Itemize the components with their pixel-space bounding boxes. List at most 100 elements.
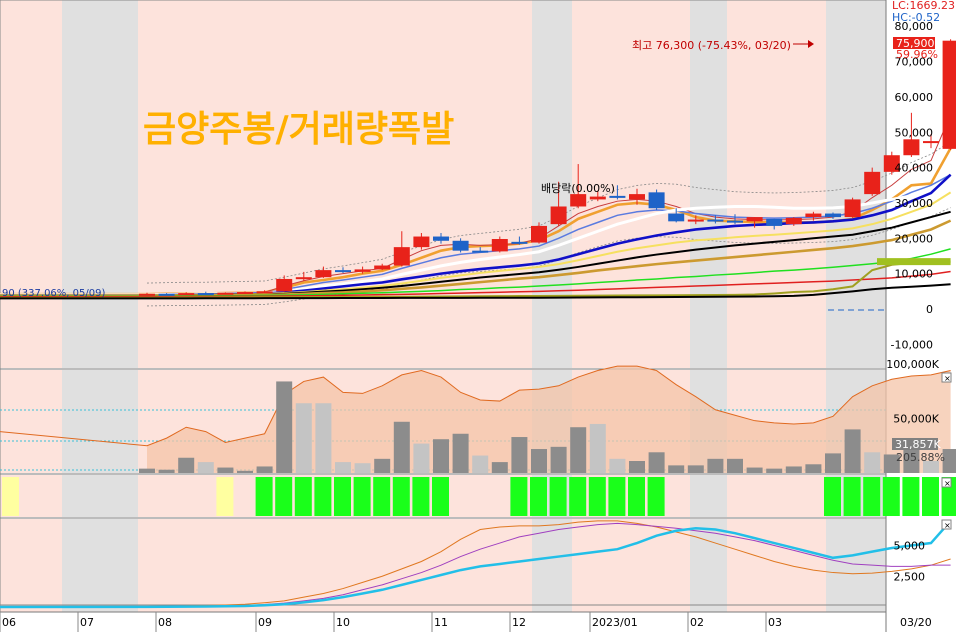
candle-body [354, 269, 371, 272]
candle-body [295, 277, 312, 280]
volume-bar [315, 403, 332, 473]
close-icon: × [944, 374, 951, 383]
date-tick-label: 08 [158, 616, 172, 629]
candle-body [276, 278, 293, 292]
moving-average-line [0, 270, 951, 298]
current-price-label: 75,900 [896, 37, 935, 50]
volume-bar [295, 403, 312, 473]
shade-gray [62, 0, 80, 368]
volume-bar [335, 462, 351, 473]
candle-body [197, 293, 214, 296]
close-button-oscillator[interactable]: × [941, 519, 952, 530]
shade-pink [0, 0, 886, 368]
shade-gray [690, 0, 727, 368]
date-tick-label: 06 [2, 616, 16, 629]
date-tick-label: 02 [690, 616, 704, 629]
date-tick-label: 2023/01 [592, 616, 638, 629]
volume-bar [942, 449, 956, 473]
candle-body [491, 239, 508, 252]
signal-block [647, 477, 665, 516]
date-tick-label: 09 [258, 616, 272, 629]
volume-bar [452, 433, 469, 473]
signal-blocks [2, 477, 956, 516]
signal-block [530, 477, 547, 516]
volume-bar [805, 464, 822, 473]
volume-bar [511, 437, 528, 473]
shade-gray [690, 475, 727, 517]
signal-block [334, 477, 351, 516]
shade-gray [532, 0, 572, 368]
candle-body [511, 241, 528, 244]
candle-body [785, 217, 802, 225]
hc-label: HC:-0.52 [892, 11, 940, 24]
volume-bar [609, 458, 626, 473]
volume-pct-label: 205.88% [896, 451, 945, 464]
candle-body [433, 236, 449, 241]
envelope-line [146, 207, 951, 307]
date-tick-label: 03/20 [900, 616, 932, 629]
volume-bar [629, 461, 645, 473]
volume-bar [354, 463, 371, 473]
candle-body [217, 292, 234, 295]
shade-gray [532, 519, 572, 612]
shade-gray [80, 519, 138, 612]
date-axis: 06 07 08 09 10 11 12 2023/01 02 03 03/20 [0, 612, 932, 632]
volume-bar [237, 470, 253, 473]
date-tick-label: 12 [512, 616, 526, 629]
signal-block [432, 477, 449, 516]
volume-bar [374, 458, 391, 473]
candle-body [589, 196, 606, 200]
high-annotation: 최고 76,300 (-75.43%, 03/20) [632, 39, 791, 52]
candle-body [393, 247, 410, 266]
volume-axis: 100,000K 50,000K [886, 358, 939, 426]
signal-block [588, 477, 606, 516]
volume-bar [687, 465, 704, 473]
volume-bar [707, 458, 724, 473]
oscillator-tick-label: 5,000 [894, 540, 926, 553]
date-tick-label: 07 [80, 616, 94, 629]
signal-block [2, 477, 19, 516]
date-tick-label: 03 [768, 616, 782, 629]
volume-bar [413, 443, 430, 473]
volume-bar [217, 467, 234, 473]
period-shading [0, 0, 886, 612]
signal-block [392, 477, 410, 516]
date-tick-label: 11 [434, 616, 448, 629]
candle-body [609, 195, 626, 198]
volume-current-badge [892, 438, 938, 450]
volume-bar [472, 455, 489, 473]
candle-body [825, 213, 841, 218]
shade-pink [0, 0, 62, 368]
candle-body [746, 217, 763, 222]
signal-block [569, 477, 587, 516]
signal-block [824, 477, 841, 516]
oscillator-lines [0, 520, 952, 609]
signal-block [863, 477, 881, 516]
price-tick-label: 20,000 [895, 232, 934, 245]
volume-bar [766, 468, 783, 473]
volume-bar [589, 423, 606, 473]
oscillator-line [0, 520, 951, 608]
candle-body [570, 194, 587, 207]
volume-bar [825, 453, 841, 473]
dividend-annotation: 배당락(0.00%) [541, 182, 615, 195]
volume-bar [903, 446, 920, 473]
volume-bar [139, 468, 155, 473]
close-button-signal[interactable]: × [941, 477, 952, 488]
volume-bar [727, 458, 743, 473]
volume-bar [433, 439, 449, 473]
price-tick-label: 40,000 [895, 162, 934, 175]
close-button-volume[interactable]: × [941, 372, 952, 383]
volume-bar [668, 465, 685, 473]
volume-bar [844, 429, 861, 473]
price-tick-label: 30,000 [895, 197, 934, 210]
candle-body [178, 293, 195, 296]
signal-block [314, 477, 332, 516]
signal-block [843, 477, 861, 516]
price-tick-label: 80,000 [895, 20, 934, 33]
lc-label: LC:1669.23 [892, 0, 955, 12]
oscillator-tick-label: 2,500 [894, 570, 926, 583]
volume-bar [276, 381, 293, 473]
volume-bar [178, 457, 195, 473]
candle-body [864, 171, 881, 195]
